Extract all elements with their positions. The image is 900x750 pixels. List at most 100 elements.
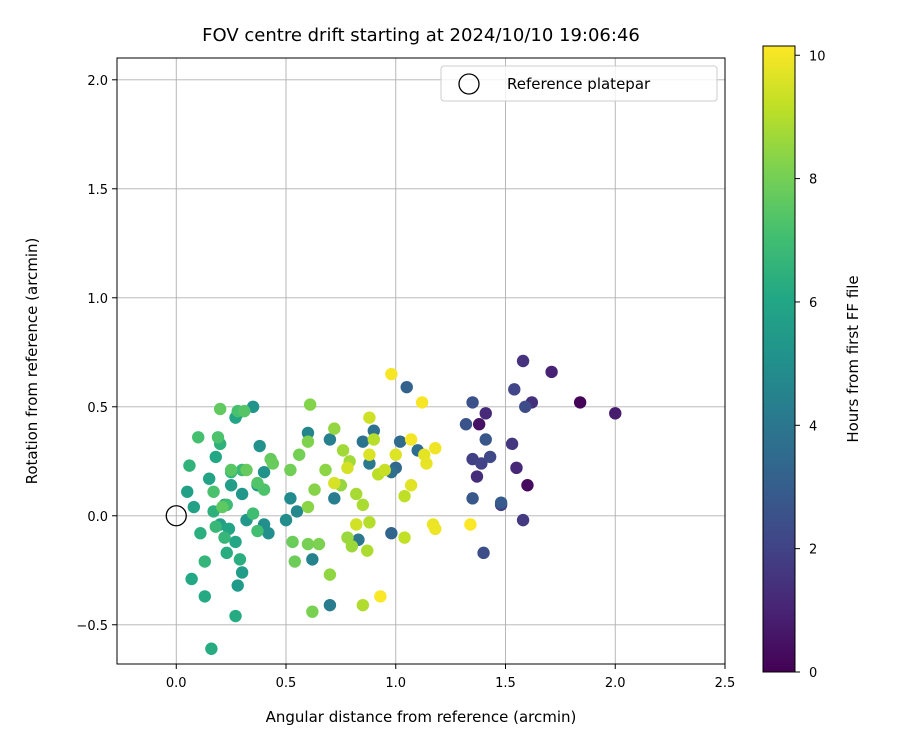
scatter-point [378, 463, 391, 477]
grid-lines [117, 58, 726, 664]
scatter-point [187, 500, 201, 514]
scatter-point [312, 537, 326, 551]
scatter-point [429, 441, 442, 455]
scatter-point [472, 418, 486, 431]
scatter-point [235, 566, 249, 579]
scatter-point [323, 568, 337, 581]
scatter-point [345, 540, 359, 553]
scatter-point [367, 424, 381, 437]
scatter-point [393, 435, 407, 448]
y-tick-label: 0.0 [87, 510, 108, 525]
scatter-point [301, 435, 315, 448]
scatter-point [207, 485, 220, 498]
scatter-point [181, 485, 194, 498]
scatter-point [374, 590, 387, 603]
scatter-point [301, 500, 315, 514]
scatter-point [328, 492, 341, 505]
scatter-point [367, 433, 381, 446]
x-tick-label: 0.5 [276, 676, 297, 691]
scatter-point [350, 487, 363, 501]
colorbar-gradient [762, 45, 796, 673]
scatter-point [216, 500, 229, 514]
colorbar-tick-label: 2 [809, 543, 817, 558]
scatter-point [363, 448, 376, 461]
scatter-point [284, 463, 297, 477]
plot-frame [116, 57, 726, 665]
scatter-point [185, 572, 198, 586]
legend-marker-icon [458, 73, 480, 95]
colorbar: 0 2 4 6 8 10 Hours from first FF file [762, 45, 862, 681]
scatter-point [400, 380, 413, 394]
scatter-point [224, 463, 238, 477]
x-tick-label: 1.0 [385, 676, 406, 691]
scatter-point [545, 365, 558, 379]
scatter-point [220, 546, 233, 560]
colorbar-label: Hours from first FF file [844, 275, 862, 442]
colorbar-tick-label: 10 [809, 49, 826, 64]
scatter-point [286, 535, 299, 549]
legend: Reference platepar [440, 65, 718, 102]
scatter-point [479, 407, 492, 420]
scatter-point [361, 544, 374, 557]
scatter-point [483, 450, 497, 464]
legend-box [440, 65, 718, 102]
y-tick-label: 1.5 [87, 183, 108, 198]
scatter-point [266, 457, 280, 470]
scatter-point [251, 524, 264, 538]
scatter-point [609, 407, 622, 420]
scatter-point [341, 461, 354, 475]
scatter-point [385, 527, 398, 540]
scatter-point [257, 465, 271, 479]
scatter-point [356, 498, 370, 512]
scatter-point [194, 527, 207, 540]
x-tick-label: 1.5 [495, 676, 516, 691]
scatter-point [389, 448, 402, 461]
y-tick-label: −0.5 [76, 619, 108, 634]
scatter-point [505, 437, 519, 451]
scatter-point [328, 422, 341, 435]
scatter-point [240, 463, 253, 477]
scatter-point [292, 448, 306, 461]
x-tick-label: 0.0 [166, 676, 187, 691]
scatter-point [238, 404, 251, 418]
scatter-point [415, 396, 429, 409]
scatter-point [466, 492, 479, 505]
scatter-point [229, 535, 242, 549]
scatter-point [385, 367, 398, 381]
scatter-point [516, 513, 530, 527]
scatter-point [494, 496, 508, 509]
colorbar-ticks: 0 2 4 6 8 10 [795, 49, 826, 681]
scatter-point [475, 457, 488, 470]
colorbar-tick-label: 6 [809, 296, 817, 311]
scatter-point [231, 579, 244, 592]
scatter-point [510, 461, 523, 475]
scatter-point [356, 435, 370, 448]
scatter-point [251, 476, 264, 490]
scatter-point [573, 396, 587, 409]
scatter-point [213, 402, 227, 416]
scatter-point [398, 531, 411, 544]
scatter-point [211, 431, 225, 444]
scatter-point [459, 418, 473, 431]
scatter-point [363, 457, 376, 470]
scatter-point [429, 522, 442, 536]
scatter-point [290, 505, 304, 518]
scatter-point [420, 457, 433, 470]
scatter-point [198, 590, 211, 603]
scatter-point [192, 431, 205, 444]
x-axis-label: Angular distance from reference (arcmin) [266, 708, 577, 726]
scatter-point [404, 479, 418, 492]
scatter-point [479, 433, 492, 446]
colorbar-tick-label: 4 [809, 419, 817, 434]
scatter-point [246, 507, 260, 520]
scatter-points [181, 354, 622, 655]
scatter-point [363, 411, 376, 424]
scatter-point [233, 553, 247, 566]
scatter-point [356, 598, 370, 612]
colorbar-tick-label: 0 [809, 666, 817, 681]
scatter-point [398, 489, 411, 503]
scatter-point [205, 642, 218, 655]
scatter-point [202, 472, 216, 485]
y-tick-label: 0.5 [87, 401, 108, 416]
scatter-point [303, 398, 317, 411]
